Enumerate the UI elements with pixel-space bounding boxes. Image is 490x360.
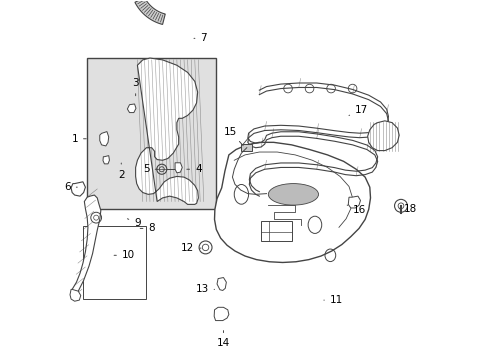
Polygon shape [72,195,101,297]
Text: 11: 11 [324,295,343,305]
Text: 8: 8 [140,224,155,233]
Polygon shape [136,58,198,204]
Text: 3: 3 [132,78,139,96]
Text: 4: 4 [187,164,202,174]
Polygon shape [368,121,399,150]
Polygon shape [70,289,81,301]
Ellipse shape [269,184,318,205]
Text: 13: 13 [196,284,215,294]
Text: 12: 12 [181,243,201,253]
Polygon shape [214,307,229,320]
Bar [87,58,216,209]
Text: 17: 17 [349,105,368,116]
Text: 5: 5 [143,164,158,174]
Polygon shape [241,144,252,151]
Bar [83,226,146,299]
Text: 1: 1 [72,134,86,144]
Polygon shape [100,132,109,146]
Text: 2: 2 [118,163,124,180]
Polygon shape [217,278,226,291]
Polygon shape [175,163,182,173]
Polygon shape [135,0,165,24]
Text: 18: 18 [399,204,416,214]
Text: 9: 9 [127,218,141,228]
Text: 15: 15 [224,127,243,146]
Text: 14: 14 [217,330,230,348]
Text: 6: 6 [64,182,77,192]
Polygon shape [71,182,85,196]
Polygon shape [103,156,109,164]
Text: 7: 7 [194,33,207,43]
Polygon shape [215,142,370,262]
Text: 16: 16 [347,205,367,216]
Polygon shape [127,104,136,113]
Bar [261,221,292,241]
Polygon shape [348,196,361,208]
Text: 10: 10 [114,250,135,260]
